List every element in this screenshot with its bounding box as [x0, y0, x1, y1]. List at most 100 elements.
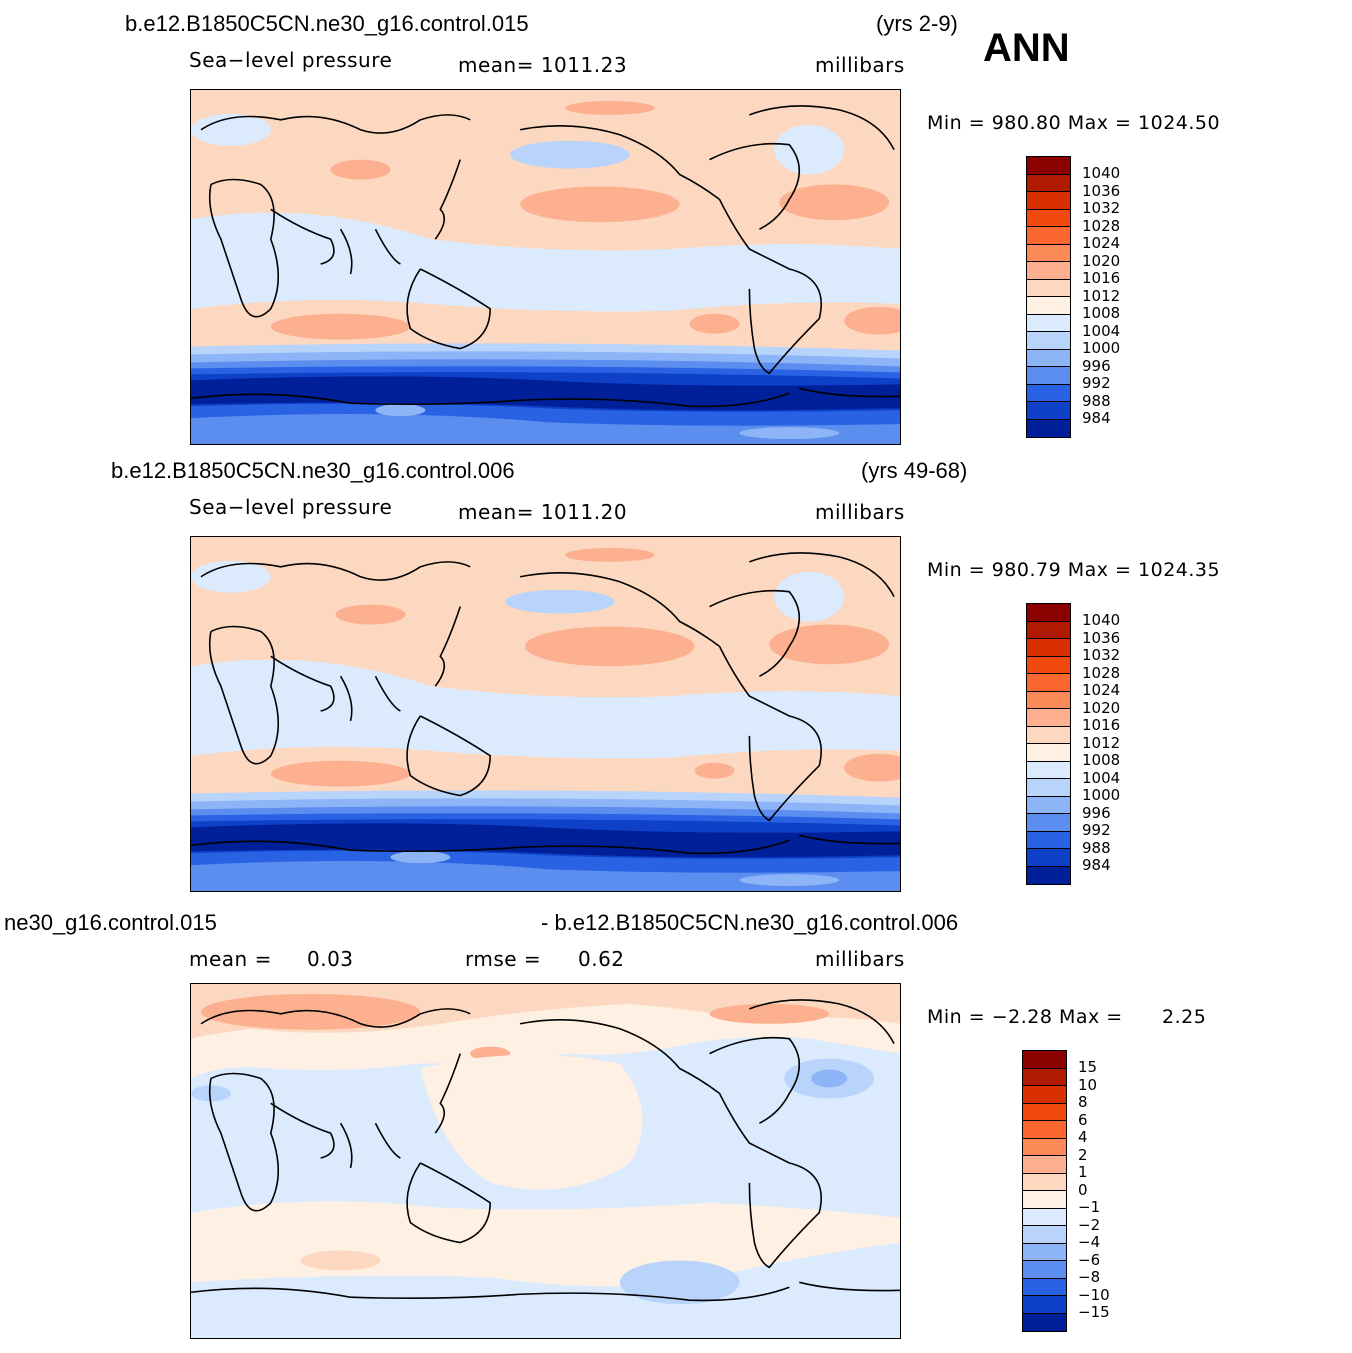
- panel3-colorbar-swatch: [1023, 1261, 1066, 1279]
- panel2-case-name: b.e12.B1850C5CN.ne30_g16.control.006: [111, 458, 515, 483]
- panel2-colorbar-label: 984: [1082, 856, 1111, 874]
- panel2-colorbar-label: 1024: [1082, 681, 1121, 699]
- season-label: ANN: [983, 26, 1070, 70]
- panel3-colorbar-label: 8: [1078, 1093, 1088, 1111]
- panel1-colorbar-swatch: [1027, 192, 1070, 210]
- panel2-colorbar-label: 1032: [1082, 646, 1121, 664]
- panel3-colorbar-label: −2: [1078, 1215, 1101, 1234]
- panel3-colorbar-label: 15: [1078, 1058, 1098, 1076]
- panel1-colorbar-swatch: [1027, 314, 1070, 332]
- panel2-colorbar-label: 1000: [1082, 786, 1121, 804]
- panel1-colorbar-label: 1016: [1082, 269, 1121, 287]
- panel2-colorbar-swatch: [1027, 866, 1070, 884]
- panel3-colorbar-swatch: [1023, 1313, 1066, 1331]
- panel1-colorbar-label: 1012: [1082, 286, 1121, 305]
- panel1-colorbar-swatch: [1027, 244, 1070, 262]
- panel3-units: millibars: [815, 947, 905, 971]
- panel3-colorbar-label: 0: [1078, 1180, 1088, 1199]
- panel3-map: [190, 983, 901, 1339]
- panel1-years: (yrs 2-9): [876, 11, 958, 36]
- panel1-colorbar-label: 1028: [1082, 216, 1121, 235]
- panel3-minmax: Min = −2.28 Max =: [927, 1006, 1123, 1028]
- panel2-colorbar-swatch: [1027, 604, 1070, 622]
- panel3-colorbar-label: 1: [1078, 1163, 1088, 1181]
- panel1-colorbar-swatch: [1027, 174, 1070, 192]
- panel3-colorbar-label: −6: [1078, 1250, 1101, 1269]
- panel3-colorbar-label: −8: [1078, 1268, 1101, 1286]
- panel3-colorbar-swatch: [1023, 1243, 1066, 1261]
- panel1-colorbar-swatch: [1027, 157, 1070, 175]
- panel2-colorbar-swatch: [1027, 726, 1070, 744]
- panel1-mean: mean= 1011.23: [458, 53, 628, 77]
- panel1-units: millibars: [815, 53, 905, 77]
- panel1-colorbar-label: 1004: [1082, 321, 1121, 340]
- panel1-colorbar-swatch: [1027, 367, 1070, 385]
- panel2-colorbar-label: 1012: [1082, 733, 1121, 752]
- panel3-colorbar-label: −1: [1078, 1198, 1101, 1216]
- panel1-colorbar-swatch: [1027, 227, 1070, 245]
- panel2-colorbar-label: 1040: [1082, 611, 1121, 629]
- panel3-mean-label: mean =: [189, 947, 272, 971]
- panel2-colorbar-label: 992: [1082, 821, 1111, 839]
- panel3-max-value: 2.25: [1162, 1006, 1207, 1028]
- panel1-colorbar-swatch: [1027, 419, 1070, 437]
- panel3-rmse-label: rmse =: [465, 947, 542, 971]
- panel3-colorbar-swatch: [1023, 1278, 1066, 1296]
- panel2-map-svg: [191, 537, 900, 891]
- panel2-colorbar-label: 1028: [1082, 663, 1121, 682]
- panel2-minmax: Min = 980.79 Max = 1024.35: [927, 559, 1221, 581]
- panel2-variable: Sea−level pressure: [189, 495, 393, 519]
- panel1-colorbar-label: 1000: [1082, 339, 1121, 357]
- panel1-minmax: Min = 980.80 Max = 1024.50: [927, 112, 1221, 134]
- panel1-colorbar-label: 984: [1082, 409, 1111, 427]
- panel2-colorbar: [1026, 603, 1071, 885]
- panel1-colorbar: [1026, 156, 1071, 438]
- panel3-colorbar-swatch: [1023, 1121, 1066, 1139]
- panel1-colorbar-label: 996: [1082, 356, 1111, 375]
- panel1-colorbar-label: 1024: [1082, 234, 1121, 252]
- panel2-mean: mean= 1011.20: [458, 500, 628, 524]
- panel1-map-svg: [191, 90, 900, 444]
- panel1-colorbar-swatch: [1027, 384, 1070, 402]
- panel1-colorbar-swatch: [1027, 279, 1070, 297]
- panel1-colorbar-label: 988: [1082, 391, 1111, 410]
- panel2-colorbar-swatch: [1027, 831, 1070, 849]
- panel2-years: (yrs 49-68): [861, 458, 968, 483]
- panel1-variable: Sea−level pressure: [189, 48, 393, 72]
- panel3-colorbar-swatch: [1023, 1173, 1066, 1191]
- panel1-colorbar-swatch: [1027, 297, 1070, 315]
- panel1-colorbar-label: 992: [1082, 374, 1111, 392]
- panel2-colorbar-swatch: [1027, 796, 1070, 814]
- panel2-colorbar-label: 1020: [1082, 698, 1121, 717]
- panel2-colorbar-label: 1016: [1082, 716, 1121, 734]
- panel2-colorbar-label: 1008: [1082, 751, 1121, 769]
- panel3-colorbar-swatch: [1023, 1226, 1066, 1244]
- panel3-mean-value: 0.03: [307, 947, 354, 971]
- panel2-colorbar-swatch: [1027, 709, 1070, 727]
- panel3-colorbar-label: −15: [1078, 1303, 1110, 1321]
- panel3-colorbar-label: −4: [1078, 1233, 1101, 1251]
- panel2-colorbar-label: 1004: [1082, 768, 1121, 787]
- panel1-colorbar-swatch: [1027, 402, 1070, 420]
- panel2-colorbar-swatch: [1027, 814, 1070, 832]
- panel2-colorbar-swatch: [1027, 656, 1070, 674]
- panel3-colorbar-label: 10: [1078, 1075, 1098, 1094]
- panel3-colorbar: [1022, 1050, 1067, 1332]
- panel1-colorbar-label: 1008: [1082, 304, 1121, 322]
- panel2-colorbar-swatch: [1027, 744, 1070, 762]
- panel1-colorbar-label: 1040: [1082, 164, 1121, 182]
- panel3-colorbar-swatch: [1023, 1103, 1066, 1121]
- panel1-map: [190, 89, 901, 445]
- panel1-colorbar-label: 1032: [1082, 199, 1121, 217]
- panel3-colorbar-swatch: [1023, 1156, 1066, 1174]
- panel2-units: millibars: [815, 500, 905, 524]
- panel3-colorbar-labels: 15 10 8 6 4 2 1 0 −1 −2 −4 −6 −8 −10 −15: [1078, 1058, 1110, 1322]
- panel1-case-name: b.e12.B1850C5CN.ne30_g16.control.015: [125, 11, 529, 36]
- panel3-colorbar-label: 4: [1078, 1128, 1088, 1146]
- panel2-colorbar-labels: 1040 1036 1032 1028 1024 1020 1016 1012 1008 1004…: [1082, 611, 1121, 875]
- panel2-colorbar-label: 1036: [1082, 628, 1121, 647]
- panel3-colorbar-label: 6: [1078, 1110, 1088, 1129]
- panel3-colorbar-swatch: [1023, 1208, 1066, 1226]
- panel3-colorbar-swatch: [1023, 1086, 1066, 1104]
- panel3-rmse-value: 0.62: [578, 947, 625, 971]
